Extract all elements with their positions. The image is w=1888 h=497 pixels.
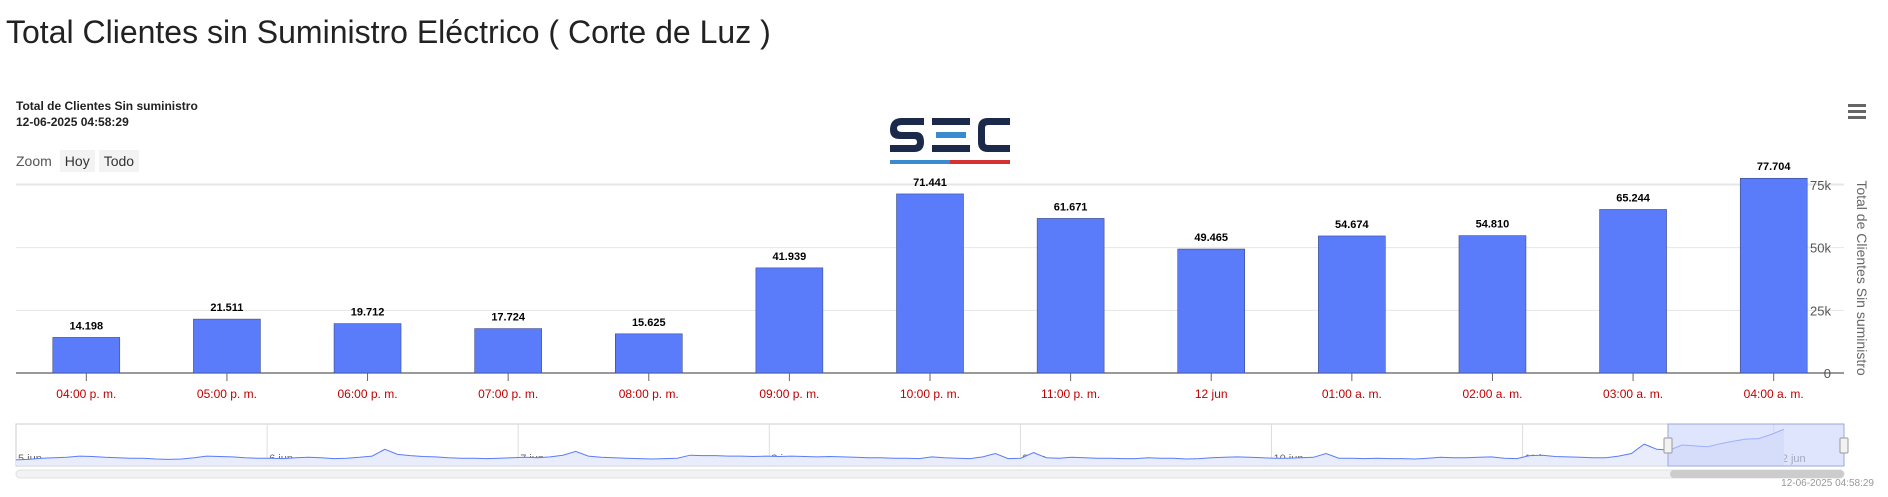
chart-subtitle: Total de Clientes Sin suministro [16,99,198,113]
chart-timestamp: 12-06-2025 04:58:29 [16,115,129,129]
page-title: Total Clientes sin Suministro Eléctrico … [6,14,771,50]
navigator-selection [1667,423,1845,467]
bar [1318,235,1386,374]
data-label: 21.511 [210,302,243,314]
bar [474,328,542,374]
y-axis-title: Total de Clientes Sin suministro [1854,180,1870,376]
data-label: 41.939 [773,251,807,263]
x-tick-label: 09:00 p. m. [759,387,819,401]
zoom-hoy-button[interactable]: Hoy [59,150,95,172]
navigator-scrollbar-thumb[interactable] [1670,470,1844,478]
x-tick-label: 11:00 p. m. [1041,387,1100,401]
x-tick-label: 08:00 p. m. [619,387,679,401]
zoom-todo-button[interactable]: Todo [98,150,140,172]
zoom-label: Zoom [16,153,52,169]
x-tick-label: 02:00 a. m. [1462,387,1522,401]
data-label: 49.465 [1194,232,1228,244]
data-label: 19.712 [351,307,385,319]
data-label: 65.244 [1616,192,1651,204]
bar [1739,177,1808,374]
zoom-controls: Zoom Hoy Todo [16,150,140,172]
bar [193,318,261,374]
x-tick-label: 04:00 a. m. [1744,387,1804,401]
x-tick-label: 12 jun [1195,387,1228,401]
data-label: 15.625 [632,317,666,329]
y-tick-label: 75k [1810,178,1831,193]
data-label: 14.198 [69,320,103,332]
y-tick-label: 0 [1824,366,1831,381]
bar [896,193,964,374]
x-tick-label: 06:00 p. m. [338,387,398,401]
x-tick-label: 04:00 p. m. [56,387,116,401]
data-label: 17.724 [491,312,526,324]
data-label: 77.704 [1757,161,1792,173]
data-label: 71.441 [913,177,947,189]
navigator-scrollbar-track [15,469,1845,479]
bar [333,323,402,374]
bar [615,333,683,374]
data-label: 61.671 [1054,201,1088,213]
x-tick-label: 03:00 a. m. [1603,387,1663,401]
data-label: 54.674 [1335,219,1370,231]
x-tick-label: 10:00 p. m. [900,387,960,401]
x-tick-label: 01:00 a. m. [1322,387,1382,401]
bar [1177,248,1245,374]
navigator-line [15,428,1785,461]
sec-logo-icon [890,118,1010,164]
x-tick-label: 05:00 p. m. [197,387,257,401]
y-tick-label: 25k [1810,303,1831,318]
x-tick-label: 07:00 p. m. [478,387,538,401]
bar [52,337,121,374]
navigator-handle[interactable] [1839,437,1849,454]
bar [755,267,824,374]
bar [1458,235,1527,374]
bar [1036,218,1105,374]
y-tick-label: 50k [1810,241,1831,256]
navigator-area [16,429,1784,465]
bar [1599,209,1667,374]
navigator-handle[interactable] [1663,437,1673,454]
data-label: 54.810 [1476,219,1510,231]
credits-timestamp: 12-06-2025 04:58:29 [1781,478,1874,489]
hamburger-menu-icon[interactable] [1848,104,1866,120]
